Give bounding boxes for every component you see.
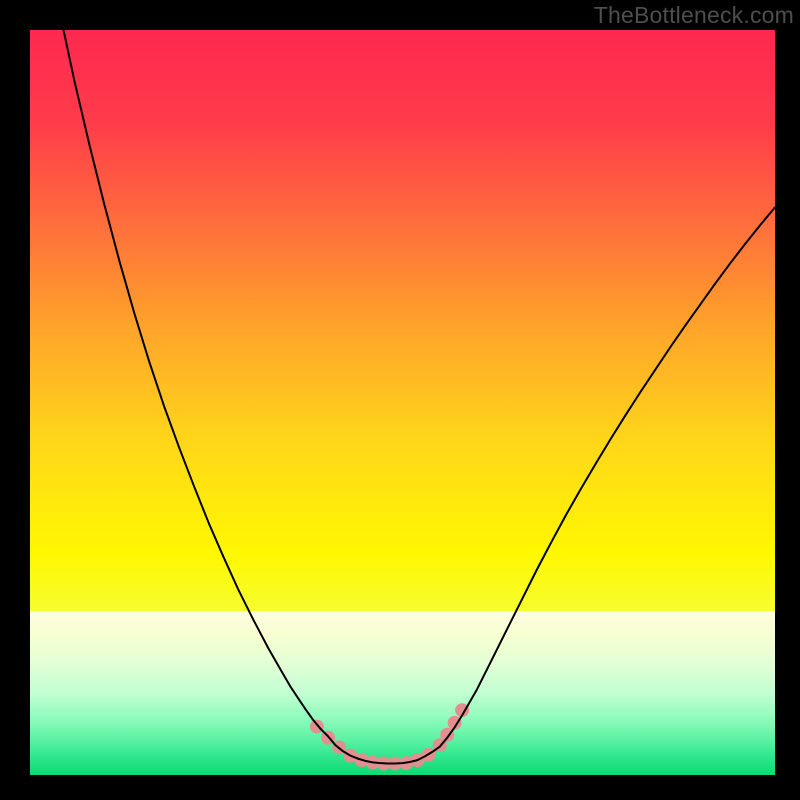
chart-svg <box>0 0 800 800</box>
chart-stage: TheBottleneck.com <box>0 0 800 800</box>
plot-green-band <box>30 611 775 775</box>
plot-area <box>30 30 775 775</box>
watermark-text: TheBottleneck.com <box>594 0 800 29</box>
highlight-dot <box>310 720 324 734</box>
